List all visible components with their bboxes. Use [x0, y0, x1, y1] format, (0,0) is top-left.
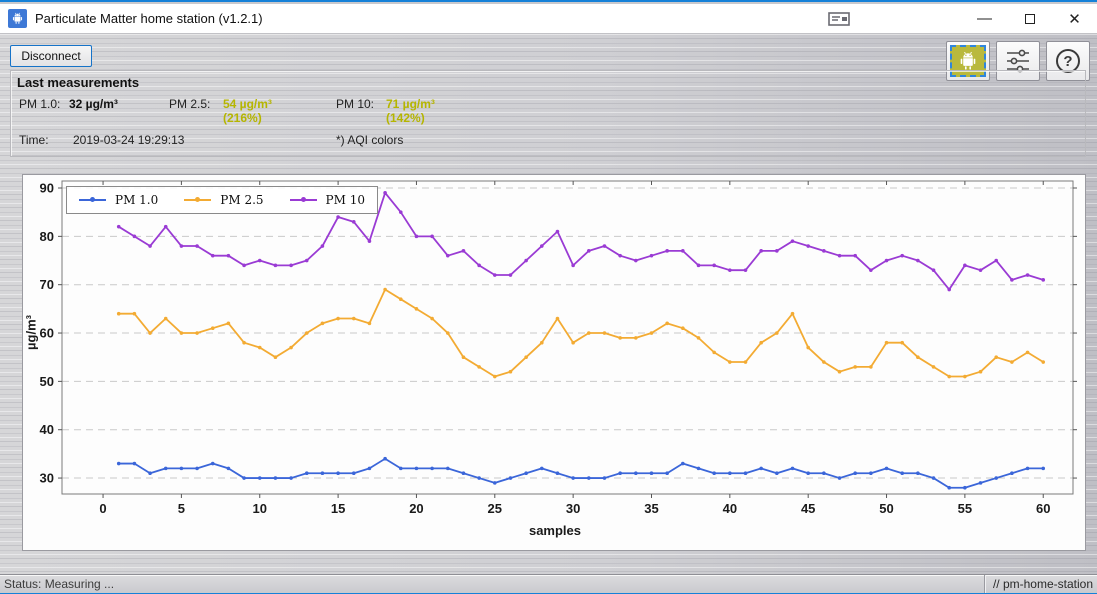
pm25-label: PM 2.5:: [169, 97, 210, 111]
legend-line-swatch: [184, 199, 211, 201]
pm10-percent: (142%): [386, 111, 425, 125]
pm10-amount: 71 µg/m³: [386, 97, 435, 111]
svg-text:15: 15: [331, 501, 345, 516]
last-measurements-group: Last measurements PM 1.0: 32 µg/m³ PM 2.…: [10, 70, 1086, 157]
svg-text:50: 50: [879, 501, 893, 516]
station-name: // pm-home-station: [985, 577, 1097, 591]
close-button[interactable]: ✕: [1052, 4, 1097, 33]
svg-text:60: 60: [40, 326, 54, 341]
group-title: Last measurements: [17, 75, 139, 90]
svg-text:25: 25: [488, 501, 502, 516]
touch-keyboard-icon[interactable]: [828, 11, 852, 27]
pm1-label: PM 1.0:: [19, 97, 60, 111]
legend-line-swatch: [290, 199, 317, 201]
pm25-value: 54 µg/m³(216%): [223, 97, 272, 125]
svg-text:40: 40: [723, 501, 737, 516]
title-bar: Particulate Matter home station (v1.2.1)…: [0, 4, 1097, 34]
y-axis-label: µg/m³: [24, 301, 39, 365]
svg-text:35: 35: [644, 501, 658, 516]
time-label: Time:: [19, 133, 49, 147]
legend-item: PM 1.0: [79, 193, 158, 207]
disconnect-button[interactable]: Disconnect: [10, 45, 92, 67]
legend-item: PM 10: [290, 193, 365, 207]
app-android-icon: [8, 9, 27, 28]
pm25-percent: (216%): [223, 111, 262, 125]
svg-text:70: 70: [40, 277, 54, 292]
pm25-amount: 54 µg/m³: [223, 97, 272, 111]
legend-line-swatch: [79, 199, 106, 201]
time-value: 2019-03-24 19:29:13: [73, 133, 184, 147]
svg-text:5: 5: [178, 501, 185, 516]
x-axis-label: samples: [23, 523, 1087, 538]
svg-text:30: 30: [566, 501, 580, 516]
pm10-label: PM 10:: [336, 97, 374, 111]
aqi-colors-note: *) AQI colors: [336, 133, 403, 147]
svg-text:55: 55: [958, 501, 972, 516]
minimize-button[interactable]: —: [962, 4, 1007, 33]
workspace: Disconnect ? Last measurements PM: [0, 34, 1097, 574]
chart-panel: 0 5 10 15 20 25 30 35 40 45 50 55 60 30 40 50 60 70 80 90 µ…: [22, 174, 1086, 551]
legend-label: PM 1.0: [115, 193, 158, 207]
chart-legend: PM 1.0 PM 2.5 PM 10: [66, 186, 378, 214]
pm1-value: 32 µg/m³: [69, 97, 118, 111]
legend-label: PM 10: [326, 193, 365, 207]
status-text: Status: Measuring ...: [4, 577, 114, 591]
svg-text:90: 90: [40, 181, 54, 196]
maximize-button[interactable]: [1007, 4, 1052, 33]
window-title: Particulate Matter home station (v1.2.1): [35, 11, 263, 26]
chart-svg: 0 5 10 15 20 25 30 35 40 45 50 55 60 30 40 50 60 70 80 90: [23, 175, 1087, 552]
svg-text:10: 10: [253, 501, 267, 516]
svg-text:0: 0: [99, 501, 106, 516]
maximize-icon: [1025, 14, 1035, 24]
svg-text:80: 80: [40, 229, 54, 244]
svg-text:45: 45: [801, 501, 815, 516]
svg-text:40: 40: [40, 422, 54, 437]
svg-text:30: 30: [40, 471, 54, 486]
legend-item: PM 2.5: [184, 193, 263, 207]
status-bar: Status: Measuring ... // pm-home-station: [0, 574, 1097, 593]
svg-text:50: 50: [40, 374, 54, 389]
pm10-value: 71 µg/m³(142%): [386, 97, 435, 125]
svg-text:20: 20: [409, 501, 423, 516]
legend-label: PM 2.5: [220, 193, 263, 207]
svg-text:60: 60: [1036, 501, 1050, 516]
